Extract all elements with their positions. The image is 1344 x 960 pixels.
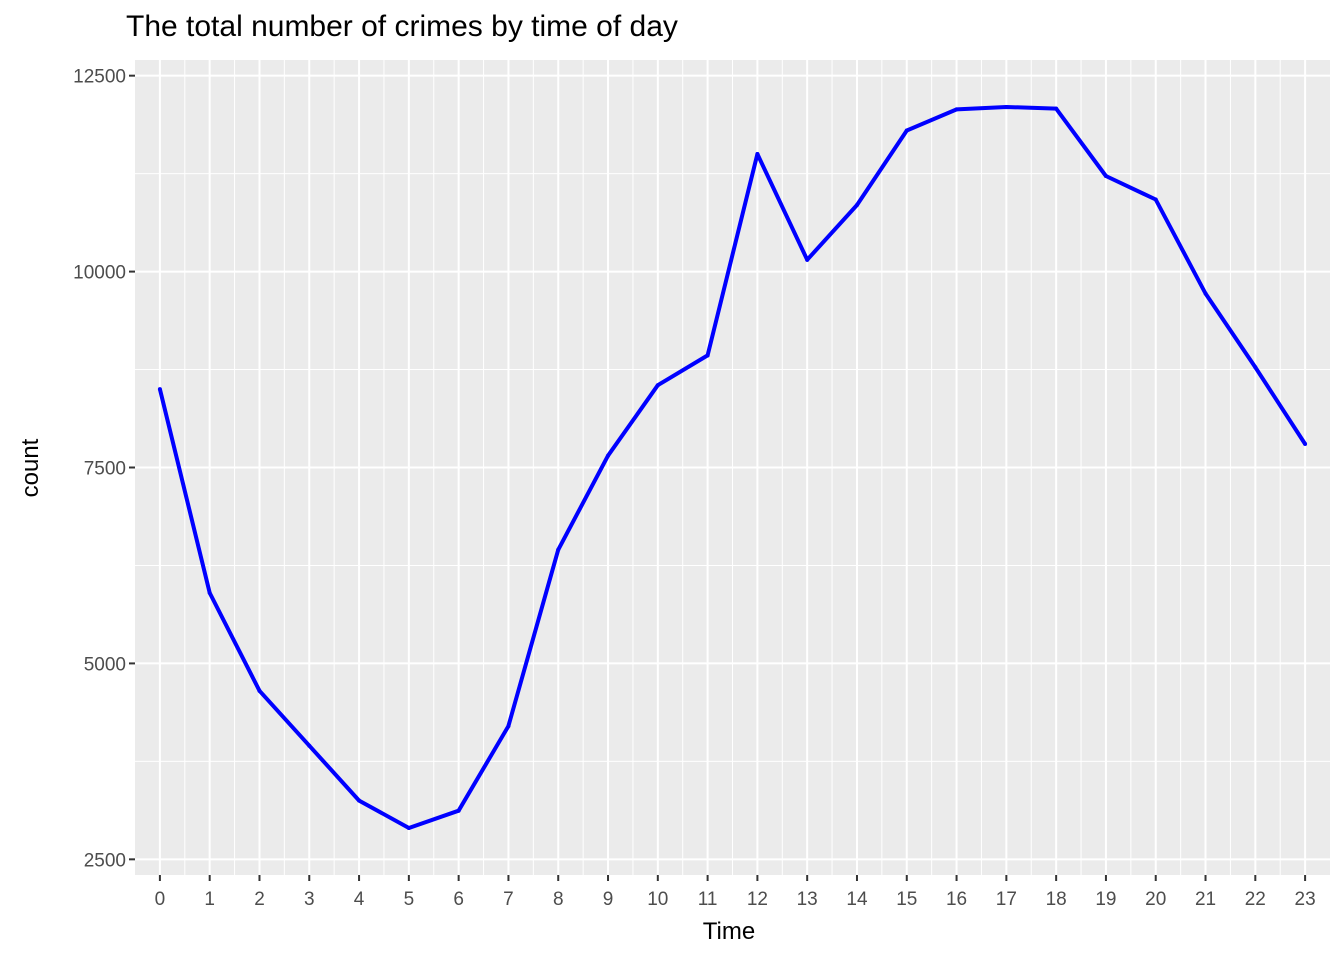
data-point (606, 453, 611, 458)
data-point (1203, 291, 1208, 296)
x-tick-label: 0 (155, 889, 166, 910)
data-point (655, 383, 660, 388)
x-tick-label: 7 (503, 889, 514, 910)
x-tick-label: 13 (797, 889, 818, 910)
x-tick-label: 20 (1145, 889, 1166, 910)
y-axis-title: count (17, 438, 44, 497)
y-tick-label: 5000 (84, 654, 126, 675)
data-point (1103, 173, 1108, 178)
data-point (456, 808, 461, 813)
y-tick-label: 2500 (84, 850, 126, 871)
x-tick-label: 18 (1046, 889, 1067, 910)
y-tick-label: 10000 (73, 263, 126, 284)
x-tick-label: 9 (603, 889, 614, 910)
data-point (1153, 197, 1158, 202)
x-tick-label: 19 (1095, 889, 1116, 910)
data-point (854, 202, 859, 207)
x-tick-label: 10 (647, 889, 668, 910)
x-tick-label: 14 (846, 889, 868, 910)
data-point (1054, 106, 1059, 111)
series-group (157, 105, 1308, 830)
x-tick-label: 8 (553, 889, 564, 910)
data-point (1303, 441, 1308, 446)
data-point (954, 107, 959, 112)
data-point (307, 743, 312, 748)
data-point (157, 387, 162, 392)
major-gridlines (135, 60, 1330, 875)
x-tick-label: 22 (1245, 889, 1266, 910)
data-point (506, 724, 511, 729)
data-point (1004, 105, 1009, 110)
data-point (1253, 365, 1258, 370)
data-point (904, 128, 909, 133)
data-point (406, 825, 411, 830)
x-tick-label: 17 (996, 889, 1017, 910)
y-axis: 2500 5000 7500 10000 12500 (73, 67, 135, 871)
data-point (207, 590, 212, 595)
y-tick-label: 7500 (84, 459, 126, 480)
x-tick-label: 5 (404, 889, 415, 910)
x-axis-title: Time (703, 918, 755, 945)
y-tick-label: 12500 (73, 67, 126, 88)
data-point (755, 152, 760, 157)
x-tick-label: 21 (1195, 889, 1216, 910)
series-line (157, 105, 1307, 830)
data-point (357, 798, 362, 803)
data-point (556, 547, 561, 552)
x-tick-label: 1 (204, 889, 215, 910)
x-tick-label: 11 (698, 889, 718, 910)
x-tick-label: 3 (304, 889, 315, 910)
data-point (257, 688, 262, 693)
data-point (805, 257, 810, 262)
x-tick-label: 12 (747, 889, 768, 910)
x-tick-label: 4 (354, 889, 365, 910)
x-tick-label: 16 (946, 889, 967, 910)
x-axis: 0 1 2 3 4 5 6 7 8 9 10 11 12 13 14 15 16 17 18 19 20 21 22 23 (155, 875, 1316, 910)
chart-title: The total number of crimes by time of da… (126, 10, 678, 43)
x-tick-label: 2 (254, 889, 265, 910)
x-tick-label: 6 (453, 889, 464, 910)
x-tick-label: 23 (1295, 889, 1316, 910)
x-tick-label: 15 (896, 889, 917, 910)
data-point (705, 353, 710, 358)
